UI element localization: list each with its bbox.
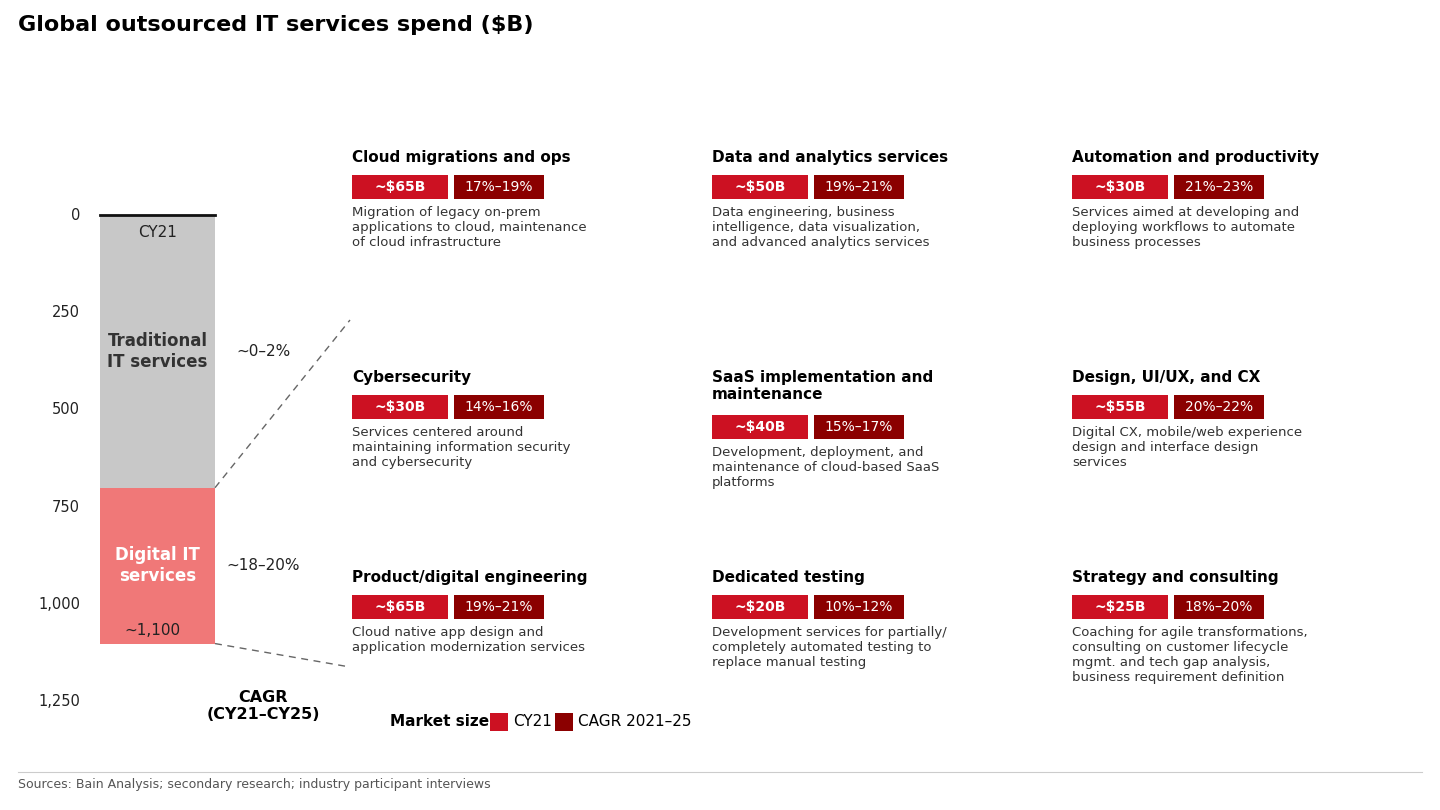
Bar (814, 595, 904, 619)
Text: Product/digital engineering: Product/digital engineering (351, 570, 588, 585)
Bar (99, 488, 215, 644)
Text: 0: 0 (71, 207, 81, 223)
Text: Global outsourced IT services spend ($B): Global outsourced IT services spend ($B) (17, 15, 533, 35)
Text: 1,250: 1,250 (37, 694, 81, 710)
Bar (1071, 175, 1168, 199)
Text: 500: 500 (52, 403, 81, 417)
Text: 15%–17%: 15%–17% (825, 420, 893, 434)
Text: CAGR
(CY21–CY25): CAGR (CY21–CY25) (206, 690, 320, 723)
Text: Development services for partially/
completely automated testing to
replace manu: Development services for partially/ comp… (711, 626, 946, 669)
Text: Coaching for agile transformations,
consulting on customer lifecycle
mgmt. and t: Coaching for agile transformations, cons… (1071, 626, 1308, 684)
Text: Digital IT
services: Digital IT services (115, 546, 200, 585)
Bar (490, 713, 508, 731)
Text: 14%–16%: 14%–16% (465, 400, 533, 414)
Text: Market size: Market size (390, 714, 490, 730)
Text: Traditional
IT services: Traditional IT services (108, 332, 207, 371)
Text: 20%–22%: 20%–22% (1185, 400, 1253, 414)
Bar (454, 395, 544, 419)
Bar (1174, 595, 1264, 619)
Text: Cloud migrations and ops: Cloud migrations and ops (351, 150, 570, 165)
Bar (1174, 395, 1264, 419)
Text: Sources: Bain Analysis; secondary research; industry participant interviews: Sources: Bain Analysis; secondary resear… (17, 778, 491, 791)
Bar (351, 395, 448, 419)
Bar (814, 175, 904, 199)
Text: CAGR 2021–25: CAGR 2021–25 (577, 714, 691, 730)
Bar (814, 415, 904, 439)
Bar (351, 595, 448, 619)
Text: Cloud native app design and
application modernization services: Cloud native app design and application … (351, 626, 585, 654)
Bar (1071, 595, 1168, 619)
Text: 1,000: 1,000 (37, 597, 81, 612)
Text: Dedicated testing: Dedicated testing (711, 570, 865, 585)
Text: Services aimed at developing and
deploying workflows to automate
business proces: Services aimed at developing and deployi… (1071, 206, 1299, 249)
Text: ~$50B: ~$50B (734, 180, 786, 194)
Text: ~$55B: ~$55B (1094, 400, 1146, 414)
Bar (1174, 175, 1264, 199)
Text: 250: 250 (52, 305, 81, 320)
Text: Services centered around
maintaining information security
and cybersecurity: Services centered around maintaining inf… (351, 426, 570, 469)
Text: SaaS implementation and
maintenance: SaaS implementation and maintenance (711, 370, 933, 403)
Text: Development, deployment, and
maintenance of cloud-based SaaS
platforms: Development, deployment, and maintenance… (711, 446, 939, 489)
Text: 17%–19%: 17%–19% (465, 180, 533, 194)
Text: ~$65B: ~$65B (374, 180, 426, 194)
Text: ~18–20%: ~18–20% (226, 558, 300, 573)
Text: Strategy and consulting: Strategy and consulting (1071, 570, 1279, 585)
Text: Automation and productivity: Automation and productivity (1071, 150, 1319, 165)
Text: ~$40B: ~$40B (734, 420, 786, 434)
Bar (711, 415, 808, 439)
Text: ~$30B: ~$30B (1094, 180, 1146, 194)
Bar (711, 175, 808, 199)
Bar (351, 175, 448, 199)
Text: ~$25B: ~$25B (1094, 600, 1146, 614)
Text: 19%–21%: 19%–21% (465, 600, 533, 614)
Bar (554, 713, 573, 731)
Text: ~$30B: ~$30B (374, 400, 426, 414)
Text: Migration of legacy on-prem
applications to cloud, maintenance
of cloud infrastr: Migration of legacy on-prem applications… (351, 206, 586, 249)
Text: Cybersecurity: Cybersecurity (351, 370, 471, 385)
Text: CY21: CY21 (138, 225, 177, 240)
Text: Design, UI/UX, and CX: Design, UI/UX, and CX (1071, 370, 1260, 385)
Text: ~1,100: ~1,100 (124, 623, 180, 637)
Text: CY21: CY21 (513, 714, 552, 730)
Text: 19%–21%: 19%–21% (825, 180, 893, 194)
Bar (99, 215, 215, 488)
Text: Data and analytics services: Data and analytics services (711, 150, 948, 165)
Text: 10%–12%: 10%–12% (825, 600, 893, 614)
Text: ~$65B: ~$65B (374, 600, 426, 614)
Bar (1071, 395, 1168, 419)
Bar (454, 175, 544, 199)
Text: ~0–2%: ~0–2% (236, 344, 289, 359)
Text: Digital CX, mobile/web experience
design and interface design
services: Digital CX, mobile/web experience design… (1071, 426, 1302, 469)
Text: 750: 750 (52, 500, 81, 514)
Text: 18%–20%: 18%–20% (1185, 600, 1253, 614)
Text: Data engineering, business
intelligence, data visualization,
and advanced analyt: Data engineering, business intelligence,… (711, 206, 929, 249)
Bar (454, 595, 544, 619)
Bar (711, 595, 808, 619)
Text: 21%–23%: 21%–23% (1185, 180, 1253, 194)
Text: ~$20B: ~$20B (734, 600, 786, 614)
